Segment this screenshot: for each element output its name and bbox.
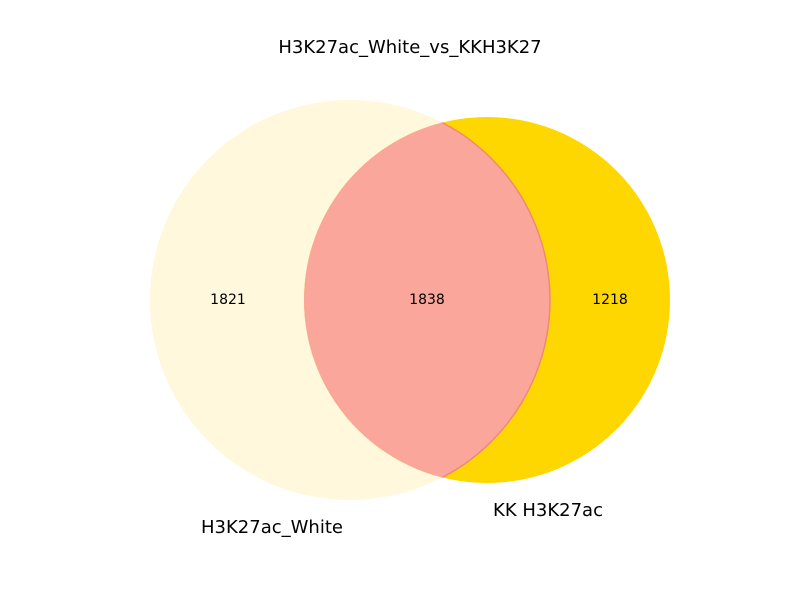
set-label-h3k27ac-white: H3K27ac_White (201, 517, 343, 538)
count-intersection: 1838 (409, 292, 445, 308)
count-white-only: 1821 (210, 292, 246, 308)
count-kk-only: 1218 (592, 292, 628, 308)
chart-title: H3K27ac_White_vs_KKH3K27 (278, 37, 541, 58)
set-label-kk-h3k27ac: KK H3K27ac (493, 500, 603, 521)
intersection-region (304, 117, 551, 483)
